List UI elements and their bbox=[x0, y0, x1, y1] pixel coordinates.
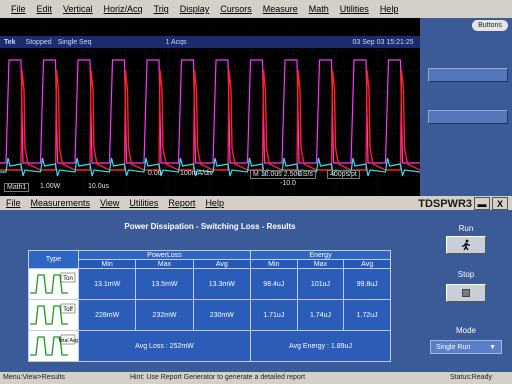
powerloss-header: PowerLoss bbox=[78, 250, 251, 260]
table-row: Toff 228mW 232mW 230mW 1.71uJ 1.74uJ 1.7… bbox=[28, 299, 391, 331]
ch1-scale: 1.00W bbox=[40, 183, 61, 190]
results-table: Type PowerLoss Energy Min Max Avg Min Ma… bbox=[28, 250, 392, 362]
table-cell: 13.1mW bbox=[77, 268, 137, 300]
app-menu-report[interactable]: Report bbox=[168, 198, 196, 208]
run-control-panel: Run Stop Mode Single Run ▼ bbox=[420, 210, 512, 372]
total-waveform-icon: Total Avg bbox=[28, 330, 79, 362]
app-menu-file[interactable]: File bbox=[6, 198, 21, 208]
col-avg: Avg bbox=[343, 259, 391, 269]
app-menu-bar: File Measurements View Utilities Report … bbox=[0, 196, 512, 210]
trace-cyan bbox=[0, 157, 420, 177]
tek-logo: Tek bbox=[4, 38, 16, 46]
menu-path: Menu:View>Results bbox=[3, 374, 65, 381]
ch3-readout: 100mA/div bbox=[180, 170, 214, 177]
table-row: Total Avg Avg Loss : 252mW Avg Energy : … bbox=[28, 330, 392, 362]
menu-trig[interactable]: Trig bbox=[153, 4, 169, 14]
cursor-readout: -10.0 bbox=[280, 180, 296, 187]
app-menu-help[interactable]: Help bbox=[205, 198, 224, 208]
ton-waveform-icon: Ton bbox=[28, 268, 79, 300]
mode-value: Single Run bbox=[436, 343, 471, 351]
panel-title: Power Dissipation - Switching Loss - Res… bbox=[124, 222, 296, 231]
acq-mode: Single Seq bbox=[57, 38, 92, 46]
stop-button[interactable] bbox=[446, 284, 486, 302]
status-text: Status:Ready bbox=[450, 374, 493, 381]
menu-file[interactable]: File bbox=[11, 4, 26, 14]
close-icon[interactable]: X bbox=[492, 197, 508, 210]
chevron-down-icon: ▼ bbox=[489, 343, 496, 351]
table-cell: 101uJ bbox=[296, 268, 345, 300]
menu-horiz-acq[interactable]: Horiz/Acq bbox=[103, 4, 143, 14]
table-row: Ton 13.1mW 13.5mW 13.3mW 98.4uJ 101uJ 99… bbox=[28, 268, 391, 300]
ch2-readout: 0.00 bbox=[148, 170, 162, 177]
results-panel: Power Dissipation - Switching Loss - Res… bbox=[0, 210, 420, 372]
stop-icon bbox=[462, 289, 470, 297]
app-menu-utilities[interactable]: Utilities bbox=[129, 198, 159, 208]
table-cell: 13.3mW bbox=[192, 268, 251, 300]
record-readout: 400ps/pt bbox=[327, 170, 360, 179]
trace-magenta bbox=[0, 59, 420, 164]
control-slot-1[interactable] bbox=[428, 68, 508, 82]
table-cell: 230mW bbox=[192, 299, 251, 331]
table-cell: 98.4uJ bbox=[249, 268, 298, 300]
col-min: Min bbox=[249, 259, 298, 269]
menu-help[interactable]: Help bbox=[379, 4, 399, 14]
control-pane: Buttons bbox=[420, 18, 512, 196]
menu-edit[interactable]: Edit bbox=[36, 4, 53, 14]
menu-cursors[interactable]: Cursors bbox=[220, 4, 252, 14]
mode-select[interactable]: Single Run ▼ bbox=[430, 340, 502, 354]
ch1-label: Math1 bbox=[4, 183, 30, 192]
stop-label: Stop bbox=[457, 270, 475, 279]
total-label: Total Avg bbox=[57, 338, 77, 344]
run-label: Run bbox=[458, 224, 474, 233]
toff-label: Toff bbox=[63, 307, 73, 313]
col-max: Max bbox=[135, 259, 194, 269]
mode-label: Mode bbox=[455, 326, 476, 335]
table-cell: 99.8uJ bbox=[343, 268, 391, 300]
date-time: 03 Sep 03 15:21:25 bbox=[352, 38, 414, 46]
control-slot-2[interactable] bbox=[428, 110, 508, 124]
table-cell: 1.72uJ bbox=[343, 299, 391, 331]
menu-utilities[interactable]: Utilities bbox=[339, 4, 369, 14]
menu-measure[interactable]: Measure bbox=[262, 4, 298, 14]
table-cell: 1.74uJ bbox=[296, 299, 345, 331]
avg-energy-cell: Avg Energy : 1.89uJ bbox=[249, 330, 392, 362]
col-max: Max bbox=[296, 259, 345, 269]
ch1-time: 10.0us bbox=[88, 183, 110, 190]
horizontal-readout: M 10.0us 2.50GS/s bbox=[250, 170, 316, 179]
ton-label: Ton bbox=[63, 276, 73, 282]
toff-waveform-icon: Toff bbox=[28, 299, 79, 331]
app-menu-measurements[interactable]: Measurements bbox=[30, 198, 91, 208]
acq-count: 1 Acqs bbox=[165, 38, 187, 46]
table-cell: 13.5mW bbox=[135, 268, 194, 300]
table-cell: 232mW bbox=[135, 299, 194, 331]
hint-text: Hint: Use Report Generator to generate a… bbox=[130, 374, 306, 381]
menu-display[interactable]: Display bbox=[179, 4, 210, 14]
col-avg: Avg bbox=[192, 259, 251, 269]
avg-loss-cell: Avg Loss : 252mW bbox=[78, 330, 251, 362]
table-cell: 228mW bbox=[77, 299, 137, 331]
menu-vertical[interactable]: Vertical bbox=[63, 4, 93, 14]
minimize-icon[interactable]: ▬ bbox=[474, 197, 490, 210]
menu-bar: File Edit Vertical Horiz/Acq Trig Displa… bbox=[0, 0, 512, 18]
status-bar: Menu:View>Results Hint: Use Report Gener… bbox=[0, 372, 512, 384]
app-brand: TDSPWR3 bbox=[418, 198, 472, 210]
type-header: Type bbox=[28, 250, 79, 269]
waveform-display[interactable]: Tek Stopped Single Seq 1 Acqs 03 Sep 03 … bbox=[0, 18, 420, 196]
trace-red bbox=[0, 69, 420, 171]
app-menu-view[interactable]: View bbox=[100, 198, 120, 208]
running-man-icon bbox=[462, 239, 470, 251]
menu-math[interactable]: Math bbox=[308, 4, 329, 14]
run-state: Stopped bbox=[25, 38, 52, 46]
run-button[interactable] bbox=[446, 236, 486, 254]
energy-header: Energy bbox=[249, 250, 392, 260]
col-min: Min bbox=[77, 259, 137, 269]
table-cell: 1.71uJ bbox=[249, 299, 298, 331]
buttons-toggle-button[interactable]: Buttons bbox=[472, 20, 508, 31]
